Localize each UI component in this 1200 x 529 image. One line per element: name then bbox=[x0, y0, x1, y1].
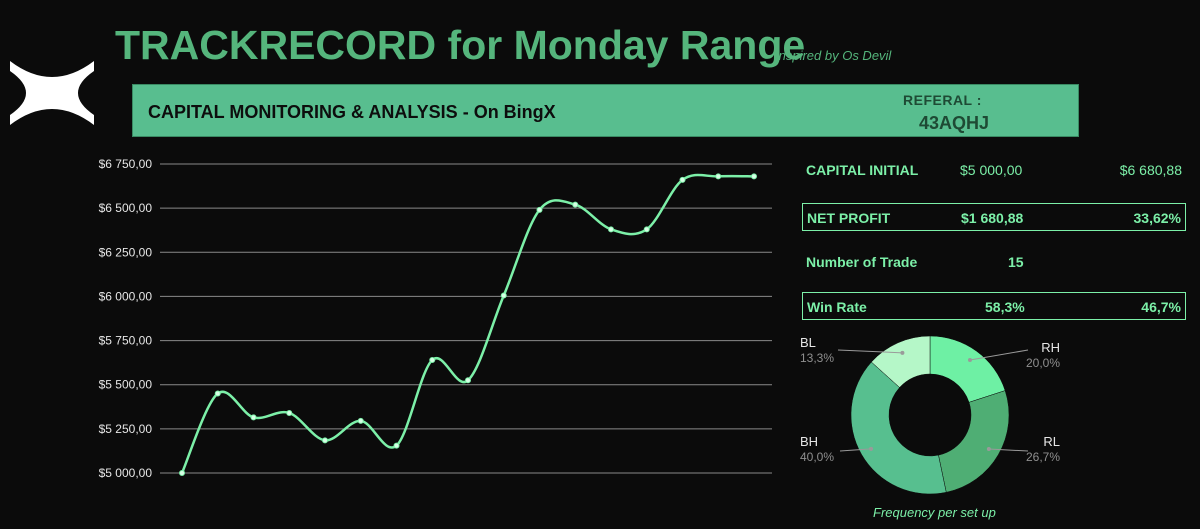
stat-number-of-trade-label: Number of Trade bbox=[806, 254, 918, 270]
y-tick-label: $6 250,00 bbox=[99, 245, 153, 259]
stat-number-of-trade: Number of Trade 15 bbox=[802, 248, 1186, 276]
stat-net-profit-label: NET PROFIT bbox=[807, 210, 891, 226]
stat-win-rate-value-2: 46,7% bbox=[1141, 299, 1181, 315]
slice-rl[interactable] bbox=[938, 390, 1010, 493]
data-point[interactable] bbox=[465, 377, 471, 384]
slice-label: BL bbox=[800, 335, 816, 350]
stat-net-profit-percent: 33,62% bbox=[1133, 210, 1181, 226]
referral-label: REFERAL : bbox=[903, 92, 982, 108]
slice-label: BH bbox=[800, 434, 818, 449]
y-tick-label: $5 500,00 bbox=[99, 378, 153, 392]
data-point[interactable] bbox=[214, 390, 221, 397]
stat-capital-initial-label: CAPITAL INITIAL bbox=[806, 162, 919, 178]
leader-line bbox=[837, 349, 903, 354]
stat-capital-initial-value: $5 000,00 bbox=[960, 162, 1023, 178]
slice-percent: 20,0% bbox=[1026, 356, 1060, 370]
slice-percent: 13,3% bbox=[800, 351, 834, 365]
stat-net-profit: NET PROFIT $1 680,88 33,62% bbox=[802, 203, 1186, 231]
referral-code[interactable]: 43AQHJ bbox=[919, 113, 990, 133]
stat-number-of-trade-value: 15 bbox=[1008, 254, 1024, 270]
data-point[interactable] bbox=[357, 417, 364, 424]
slice-percent: 40,0% bbox=[800, 450, 834, 464]
stat-capital-initial: CAPITAL INITIAL $5 000,00 $6 680,88 bbox=[802, 156, 1186, 184]
slice-percent: 26,7% bbox=[1026, 450, 1060, 464]
capital-line-chart: $5 000,00 $5 250,00 $5 500,00 $5 750,00 $6 0… bbox=[99, 157, 772, 480]
y-tick-label: $5 000,00 bbox=[99, 466, 153, 480]
y-tick-label: $6 750,00 bbox=[99, 157, 153, 171]
leader-line bbox=[969, 349, 1029, 361]
page-subtitle: Inspired by Os Devil bbox=[775, 48, 892, 63]
leader-dot bbox=[986, 447, 991, 452]
leader-dot bbox=[967, 357, 972, 362]
data-point[interactable] bbox=[322, 437, 328, 444]
data-point[interactable] bbox=[179, 470, 185, 476]
data-point[interactable] bbox=[250, 414, 257, 421]
data-point[interactable] bbox=[572, 201, 579, 208]
stat-capital-current-value: $6 680,88 bbox=[1119, 162, 1182, 178]
y-tick-label: $6 500,00 bbox=[99, 201, 153, 215]
data-point[interactable] bbox=[679, 176, 686, 183]
leader-line bbox=[839, 448, 872, 452]
stat-win-rate-label: Win Rate bbox=[807, 299, 867, 315]
leader-dot bbox=[869, 446, 874, 451]
stat-win-rate: Win Rate 58,3% 46,7% bbox=[802, 292, 1186, 320]
data-point[interactable] bbox=[429, 356, 436, 363]
slice-label: RH bbox=[1041, 340, 1060, 355]
leader-line bbox=[988, 448, 1029, 452]
data-point[interactable] bbox=[286, 409, 293, 416]
slice-rh[interactable] bbox=[929, 335, 1006, 403]
banner-title: CAPITAL MONITORING & ANALYSIS - On BingX bbox=[148, 102, 556, 122]
stat-win-rate-value: 58,3% bbox=[985, 299, 1025, 315]
data-point[interactable] bbox=[500, 292, 507, 299]
y-tick-label: $5 750,00 bbox=[99, 334, 153, 348]
page-title: TRACKRECORD for Monday Range bbox=[115, 22, 806, 68]
data-point[interactable] bbox=[393, 442, 400, 449]
leader-dot bbox=[900, 350, 905, 355]
slice-bh[interactable] bbox=[850, 361, 947, 495]
data-point[interactable] bbox=[536, 206, 543, 213]
y-tick-label: $5 250,00 bbox=[99, 422, 153, 436]
donut-title: Frequency per set up bbox=[873, 505, 996, 520]
capital-banner: CAPITAL MONITORING & ANALYSIS - On BingX… bbox=[132, 84, 1079, 137]
slice-bl[interactable] bbox=[871, 335, 931, 388]
data-point[interactable] bbox=[715, 173, 722, 180]
data-point[interactable] bbox=[643, 226, 650, 233]
capital-series-line bbox=[180, 173, 755, 474]
y-tick-label: $6 000,00 bbox=[99, 289, 153, 303]
data-point[interactable] bbox=[751, 173, 757, 180]
x-logo-icon bbox=[10, 61, 94, 125]
stat-net-profit-value: $1 680,88 bbox=[961, 210, 1024, 226]
data-point[interactable] bbox=[608, 226, 614, 233]
slice-label: RL bbox=[1043, 434, 1060, 449]
